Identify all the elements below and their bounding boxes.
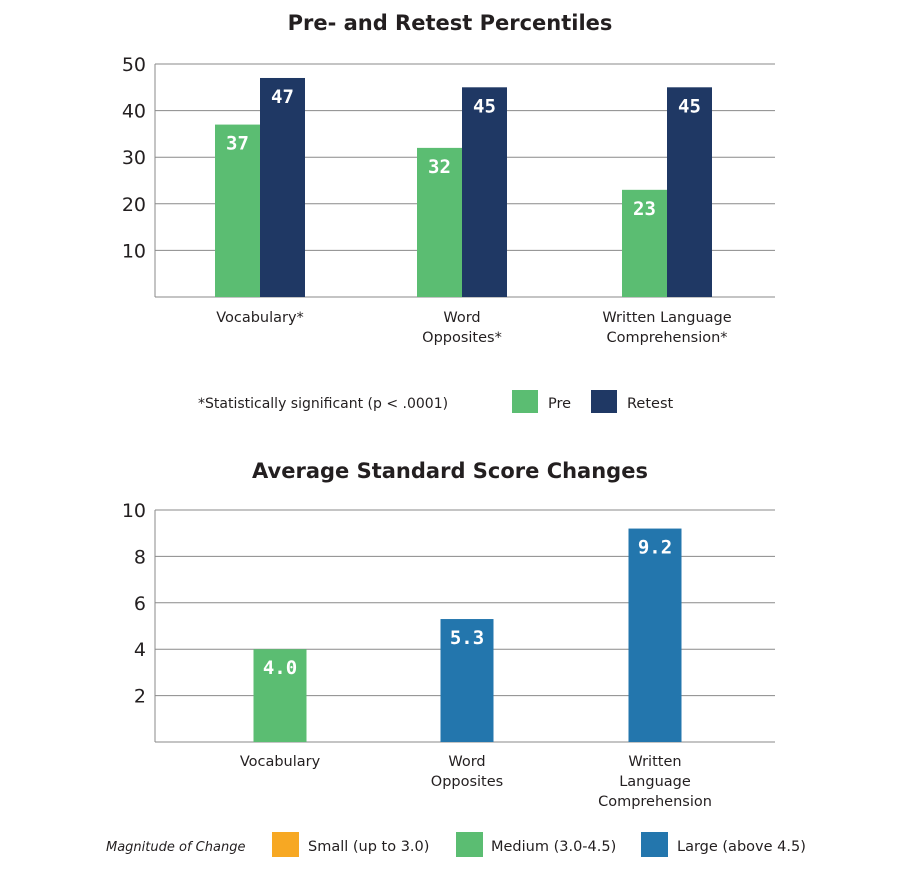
chart1-category-label: Word xyxy=(443,310,480,326)
bar-written-language-comprehension xyxy=(628,528,682,742)
bar-pre-vocabulary xyxy=(215,124,260,297)
chart1-y-tick-labels: 10 20 30 40 50 xyxy=(122,54,146,262)
legend-retest-label: Retest xyxy=(627,396,674,412)
value-label-pre-word-opposites: 32 xyxy=(428,156,451,178)
value-label-retest-written-language-comprehension: 45 xyxy=(678,95,701,117)
chart2-y-tick-label: 6 xyxy=(134,593,146,615)
chart1-category-label: Written Language xyxy=(602,310,731,326)
legend-pre-swatch xyxy=(512,390,538,413)
value-label-pre-vocabulary: 37 xyxy=(226,133,249,155)
legend-retest-swatch xyxy=(591,390,617,413)
chart1-y-tick-label: 20 xyxy=(122,194,146,216)
chart2-bars: 4.0 5.3 9.2 xyxy=(253,528,682,742)
chart2-category-label: Vocabulary xyxy=(240,754,321,770)
chart2-y-tick-labels: 2 4 6 8 10 xyxy=(122,500,146,708)
legend-small-swatch xyxy=(272,832,299,857)
chart2-y-tick-label: 2 xyxy=(134,686,146,708)
chart2-category-label: Word xyxy=(448,754,485,770)
value-label-word-opposites: 5.3 xyxy=(450,627,484,649)
chart2-legend: Magnitude of Change Small (up to 3.0) Me… xyxy=(106,832,806,857)
value-label-vocabulary: 4.0 xyxy=(263,657,297,679)
chart2-y-tick-label: 10 xyxy=(122,500,146,522)
chart2-category-label: Comprehension xyxy=(598,794,712,810)
legend-small-label: Small (up to 3.0) xyxy=(308,839,429,855)
chart2-y-tick-label: 4 xyxy=(134,639,146,661)
bar-retest-written-language-comprehension xyxy=(667,87,712,297)
chart2-category-label: Language xyxy=(619,774,691,790)
chart1-title: Pre- and Retest Percentiles xyxy=(288,11,613,35)
chart2-category-label: Opposites xyxy=(431,774,503,790)
chart2-title: Average Standard Score Changes xyxy=(252,459,648,483)
chart1-y-tick-label: 50 xyxy=(122,54,146,76)
chart1-footnote: *Statistically significant (p < .0001) xyxy=(198,396,448,412)
value-label-pre-written-language-comprehension: 23 xyxy=(633,198,656,220)
bar-retest-word-opposites xyxy=(462,87,507,297)
chart1-y-tick-label: 30 xyxy=(122,147,146,169)
legend-large-label: Large (above 4.5) xyxy=(677,839,806,855)
chart1-bars: 37 32 23 47 45 45 xyxy=(215,77,712,297)
value-label-retest-word-opposites: 45 xyxy=(473,95,496,117)
chart2-category-label: Written xyxy=(628,754,681,770)
legend-title: Magnitude of Change xyxy=(106,840,245,855)
chart1-category-label: Comprehension* xyxy=(606,330,727,346)
chart1-category-label: Opposites* xyxy=(422,330,502,346)
chart1-legend: Pre Retest xyxy=(512,390,674,413)
legend-medium-label: Medium (3.0-4.5) xyxy=(491,839,616,855)
chart2-y-tick-label: 8 xyxy=(134,546,146,568)
legend-medium-swatch xyxy=(456,832,483,857)
bar-pre-word-opposites xyxy=(417,147,462,297)
bar-vocabulary xyxy=(253,649,307,742)
bar-pre-written-language-comprehension xyxy=(622,189,667,297)
chart1-category-label: Vocabulary* xyxy=(216,310,304,326)
bar-word-opposites xyxy=(440,619,494,742)
chart1-y-tick-label: 40 xyxy=(122,101,146,123)
bar-retest-vocabulary xyxy=(260,77,305,297)
value-label-retest-vocabulary: 47 xyxy=(271,86,294,108)
value-label-written-language-comprehension: 9.2 xyxy=(638,537,672,559)
legend-pre-label: Pre xyxy=(548,396,571,412)
chart1-category-labels: Vocabulary* Word Opposites* Written Languag… xyxy=(216,310,732,346)
chart2-category-labels: Vocabulary Word Opposites Written Language Co… xyxy=(240,754,712,810)
chart1-y-tick-label: 10 xyxy=(122,240,146,262)
legend-large-swatch xyxy=(641,832,668,857)
